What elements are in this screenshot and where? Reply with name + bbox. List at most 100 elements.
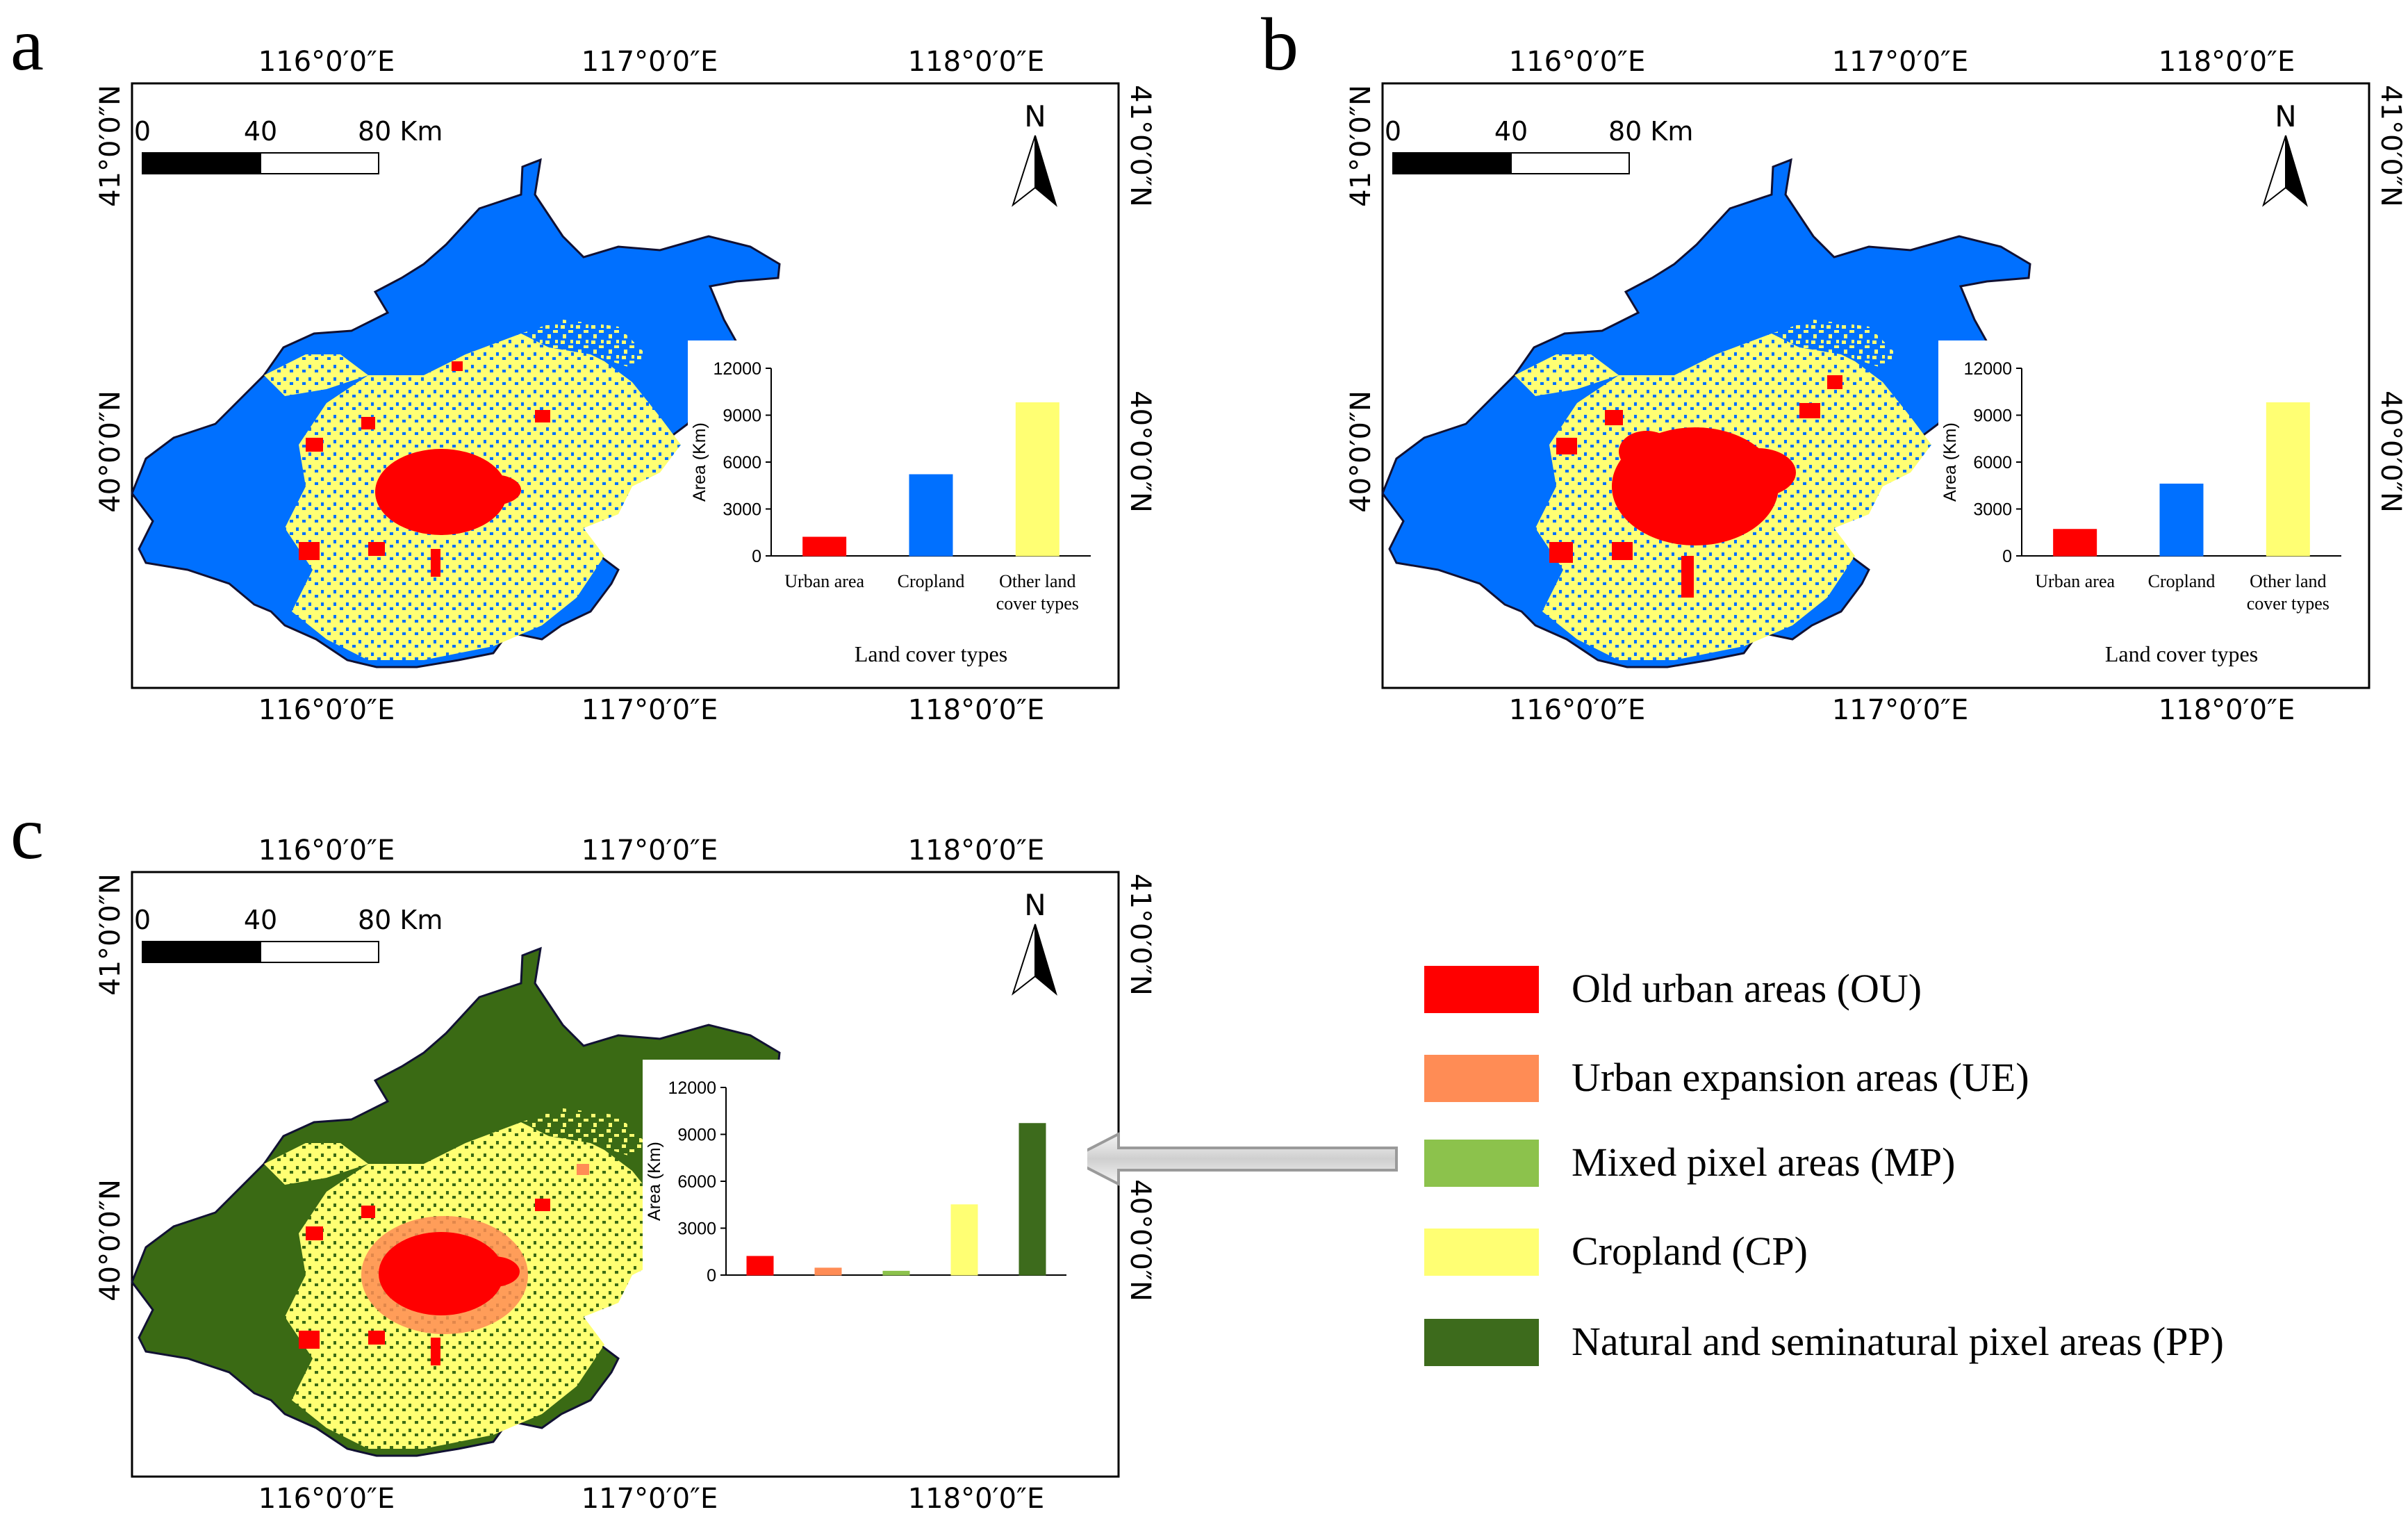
x-tick-label: Urban area: [784, 571, 864, 591]
scale-label-mid: 40: [244, 116, 277, 147]
north-arrow: N: [2262, 99, 2308, 207]
legend-item: Old urban areas (OU): [1424, 966, 1922, 1013]
y-tick-label: 9000: [677, 1126, 716, 1145]
bottom-lon-label: 116°0′0″E: [258, 1483, 395, 1515]
right-lat-label: 41°0′0″N: [1124, 85, 1156, 207]
urban-nw: [1619, 431, 1674, 473]
scale-bar: 0 40 80 Km: [1385, 116, 1693, 174]
panel-letter: a: [10, 3, 44, 86]
north-arrow: N: [1012, 99, 1057, 207]
top-lon-label: 116°0′0″E: [258, 46, 395, 78]
bottom-lon-label: 117°0′0″E: [582, 694, 718, 726]
legend-label: Cropland (CP): [1572, 1229, 1808, 1274]
right-lat-label: 41°0′0″N: [2375, 85, 2407, 207]
urban-east: [1720, 448, 1796, 497]
legend-item: Natural and seminatural pixel areas (PP): [1424, 1319, 2224, 1366]
urban-patch: [452, 361, 463, 371]
urban-patch: [535, 1199, 550, 1211]
urban-east: [467, 1256, 520, 1287]
top-lon-label: 118°0′0″E: [908, 835, 1045, 866]
legend-swatch: [1424, 1319, 1539, 1366]
urban-patch: [535, 410, 550, 422]
bar-urban-area: [802, 536, 847, 557]
scale-label-end: 80 Km: [358, 905, 443, 935]
x-axis-label: Land cover types: [855, 641, 1007, 666]
bar-urban-area: [2053, 529, 2097, 557]
x-axis-label: Land cover types: [2105, 641, 2258, 666]
legend-label: Urban expansion areas (UE): [1572, 1055, 2029, 1100]
right-lat-label: 40°0′0″N: [1124, 1179, 1156, 1301]
legend-swatch: [1424, 966, 1539, 1013]
urban-patch: [361, 1206, 375, 1218]
scale-label-end: 80 Km: [1608, 116, 1693, 147]
urban-patch: [361, 417, 375, 429]
urban-patch: [1549, 542, 1573, 563]
left-lat-label: 40°0′0″N: [94, 1179, 126, 1301]
bar-ue: [814, 1267, 842, 1276]
left-lat-label: 40°0′0″N: [94, 391, 126, 513]
urban-patch: [368, 1331, 385, 1345]
y-axis-label: Area (Km): [690, 422, 709, 502]
north-label: N: [2275, 99, 2296, 133]
right-lat-label: 40°0′0″N: [2375, 391, 2407, 513]
y-axis-label: Area (Km): [1940, 422, 1960, 502]
legend-label: Old urban areas (OU): [1572, 966, 1922, 1011]
y-tick-label: 9000: [1973, 406, 2012, 426]
scale-label-zero: 0: [134, 905, 151, 935]
left-lat-label: 40°0′0″N: [1345, 391, 1377, 513]
urban-core: [375, 449, 507, 535]
y-tick-label: 0: [707, 1266, 716, 1285]
urban-patch: [299, 542, 320, 560]
scale-bar-white: [1510, 152, 1630, 174]
urban-patch: [306, 1226, 323, 1240]
mixed-zone: [1772, 320, 1897, 368]
top-lon-label: 116°0′0″E: [1509, 46, 1646, 78]
scale-bar-black: [142, 152, 261, 174]
scale-bar-white: [260, 152, 379, 174]
scale-label-mid: 40: [1494, 116, 1528, 147]
bottom-lon-label: 118°0′0″E: [2159, 694, 2295, 726]
bar-cp: [950, 1204, 978, 1276]
legend-swatch: [1424, 1055, 1539, 1102]
top-lon-label: 116°0′0″E: [258, 835, 395, 866]
scale-bar-black: [142, 941, 261, 963]
urban-patch: [1556, 438, 1577, 454]
bar-chart-c: 0 3000 6000 9000 12000 Area (Km): [643, 1060, 1087, 1303]
panel-letter: c: [10, 792, 44, 875]
arrow-left-icon: [1066, 1131, 1398, 1187]
y-tick-label: 12000: [713, 359, 761, 379]
scale-bar: 0 40 80 Km: [134, 116, 443, 174]
top-lon-label: 117°0′0″E: [1832, 46, 1969, 78]
urban-patch: [431, 549, 440, 577]
bottom-lon-label: 117°0′0″E: [1832, 694, 1969, 726]
north-arrow-half-icon: [1012, 923, 1036, 996]
urban-patch: [368, 542, 385, 556]
x-tick-label: cover types: [996, 593, 1079, 614]
legend-swatch: [1424, 1229, 1539, 1276]
bottom-lon-label: 118°0′0″E: [908, 1483, 1045, 1515]
bar-cropland: [2159, 484, 2204, 557]
x-tick-label: Other land: [999, 571, 1075, 591]
bar-other-land-cover-types: [1015, 402, 1059, 557]
y-tick-label: 6000: [677, 1172, 716, 1192]
urban-patch: [1605, 410, 1623, 425]
scale-bar: 0 40 80 Km: [134, 905, 443, 963]
scale-label-zero: 0: [134, 116, 151, 147]
bar-other-land-cover-types: [2266, 402, 2310, 557]
bar-pp: [1019, 1123, 1046, 1276]
urban-patch: [299, 1331, 320, 1349]
north-arrow-half-icon: [1012, 135, 1036, 207]
y-tick-label: 6000: [723, 453, 761, 473]
urban-core: [379, 1232, 504, 1315]
left-lat-label: 41°0′0″N: [1345, 85, 1377, 207]
north-arrow: N: [1012, 888, 1057, 996]
right-lat-label: 41°0′0″N: [1124, 873, 1156, 996]
bar-cropland: [909, 474, 953, 557]
y-tick-label: 3000: [677, 1219, 716, 1239]
bar-mp: [882, 1270, 910, 1276]
bottom-lon-label: 117°0′0″E: [582, 1483, 718, 1515]
urban-patch: [306, 438, 323, 452]
panel-b-annotations: b 116°0′0″E 117°0′0″E 118°0′0″E 116°0′0″E 117…: [1261, 3, 2407, 726]
cropland-zone-nw: [264, 354, 368, 396]
